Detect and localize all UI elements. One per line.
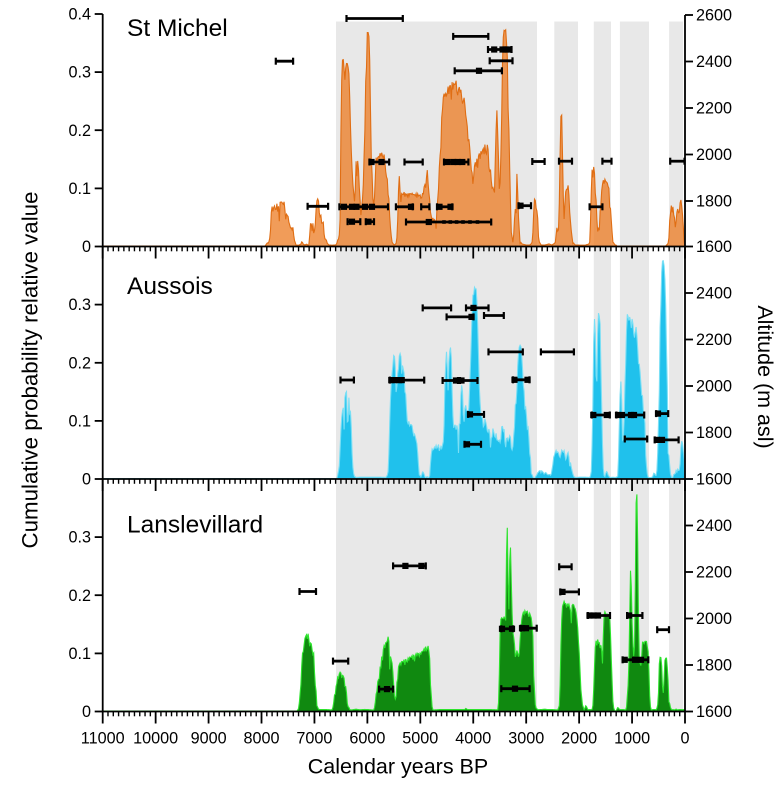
svg-text:0: 0 [82, 471, 91, 489]
svg-text:5000: 5000 [402, 730, 438, 748]
svg-text:0.2: 0.2 [68, 122, 91, 140]
svg-text:Aussois: Aussois [127, 273, 213, 300]
svg-text:1800: 1800 [696, 657, 732, 675]
svg-text:2400: 2400 [696, 53, 732, 71]
svg-text:2000: 2000 [696, 146, 732, 164]
svg-text:0.1: 0.1 [68, 180, 91, 198]
svg-text:0: 0 [680, 730, 689, 748]
svg-text:1800: 1800 [696, 193, 732, 211]
svg-text:2200: 2200 [696, 100, 732, 118]
svg-text:2200: 2200 [696, 564, 732, 582]
svg-text:0.2: 0.2 [68, 354, 91, 372]
svg-text:0.4: 0.4 [68, 6, 91, 24]
svg-text:Lanslevillard: Lanslevillard [127, 512, 263, 539]
svg-text:Calendar years BP: Calendar years BP [308, 755, 488, 779]
svg-text:0.2: 0.2 [68, 587, 91, 605]
svg-text:0.1: 0.1 [68, 413, 91, 431]
svg-text:10000: 10000 [133, 730, 178, 748]
svg-text:2600: 2600 [696, 7, 732, 25]
svg-text:2000: 2000 [696, 378, 732, 396]
svg-text:7000: 7000 [296, 730, 332, 748]
svg-text:2200: 2200 [696, 331, 732, 349]
svg-text:1600: 1600 [696, 238, 732, 256]
svg-text:0: 0 [82, 238, 91, 256]
svg-text:0.1: 0.1 [68, 645, 91, 663]
svg-text:6000: 6000 [349, 730, 385, 748]
svg-text:2000: 2000 [561, 730, 597, 748]
svg-text:0: 0 [82, 703, 91, 721]
svg-text:1600: 1600 [696, 703, 732, 721]
svg-text:2400: 2400 [696, 517, 732, 535]
svg-text:1000: 1000 [614, 730, 650, 748]
svg-text:Cumulative probability relativ: Cumulative probability relative value [18, 192, 43, 549]
svg-text:9000: 9000 [191, 730, 227, 748]
svg-text:4000: 4000 [455, 730, 491, 748]
svg-text:1600: 1600 [696, 471, 732, 489]
svg-text:0.3: 0.3 [68, 296, 91, 314]
svg-text:3000: 3000 [508, 730, 544, 748]
svg-text:8000: 8000 [243, 730, 279, 748]
svg-text:Altitude (m asl): Altitude (m asl) [753, 305, 777, 448]
svg-text:2000: 2000 [696, 610, 732, 628]
svg-text:0.3: 0.3 [68, 64, 91, 82]
svg-text:11000: 11000 [81, 730, 125, 748]
svg-text:0.3: 0.3 [68, 529, 91, 547]
svg-text:1800: 1800 [696, 424, 732, 442]
svg-text:St Michel: St Michel [127, 15, 228, 42]
svg-text:2400: 2400 [696, 285, 732, 303]
